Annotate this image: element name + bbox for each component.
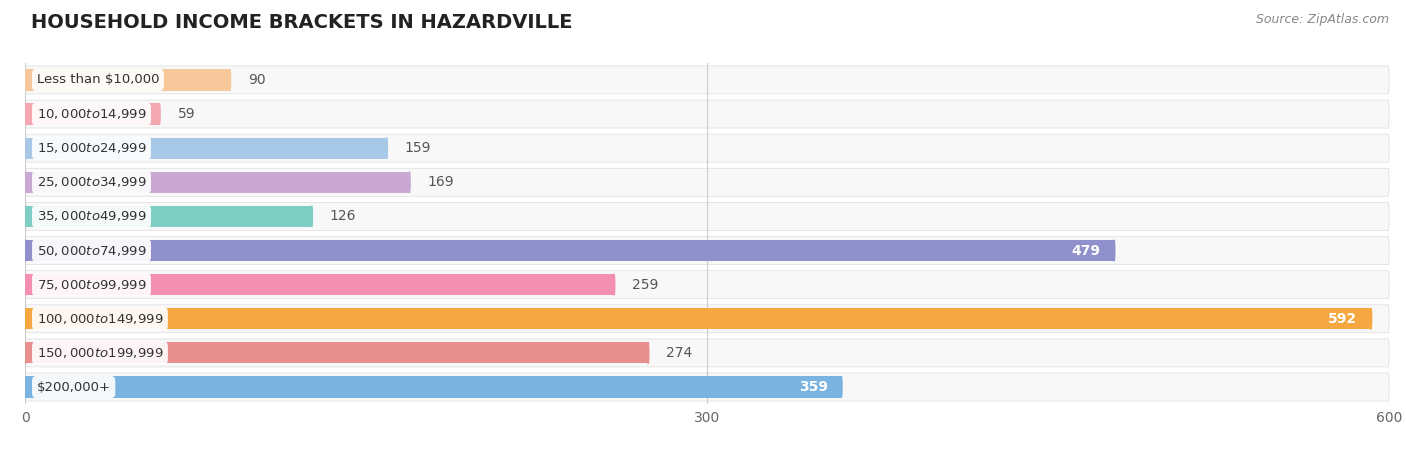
Text: 59: 59 bbox=[177, 107, 195, 121]
Text: 126: 126 bbox=[330, 209, 356, 224]
Bar bbox=[25, 342, 648, 364]
Text: 359: 359 bbox=[799, 380, 828, 394]
FancyBboxPatch shape bbox=[25, 66, 1389, 94]
Text: Source: ZipAtlas.com: Source: ZipAtlas.com bbox=[1256, 13, 1389, 26]
Circle shape bbox=[311, 206, 312, 227]
Bar bbox=[25, 308, 1371, 330]
Circle shape bbox=[24, 172, 27, 193]
Text: 274: 274 bbox=[666, 346, 693, 360]
FancyBboxPatch shape bbox=[25, 100, 1389, 128]
Circle shape bbox=[24, 308, 27, 330]
Bar bbox=[25, 206, 312, 227]
Circle shape bbox=[613, 274, 614, 295]
Bar bbox=[25, 274, 614, 295]
Bar bbox=[25, 376, 841, 398]
Text: Less than $10,000: Less than $10,000 bbox=[37, 74, 159, 86]
Text: $100,000 to $149,999: $100,000 to $149,999 bbox=[37, 312, 163, 326]
Bar bbox=[25, 69, 229, 91]
Text: $15,000 to $24,999: $15,000 to $24,999 bbox=[37, 141, 146, 155]
Text: 259: 259 bbox=[633, 277, 658, 292]
FancyBboxPatch shape bbox=[25, 305, 1389, 333]
Text: $50,000 to $74,999: $50,000 to $74,999 bbox=[37, 243, 146, 258]
FancyBboxPatch shape bbox=[25, 339, 1389, 367]
Text: $35,000 to $49,999: $35,000 to $49,999 bbox=[37, 209, 146, 224]
Circle shape bbox=[24, 137, 27, 159]
FancyBboxPatch shape bbox=[25, 271, 1389, 299]
Text: $75,000 to $99,999: $75,000 to $99,999 bbox=[37, 277, 146, 292]
FancyBboxPatch shape bbox=[25, 373, 1389, 401]
FancyBboxPatch shape bbox=[25, 237, 1389, 264]
Circle shape bbox=[1371, 308, 1372, 330]
Circle shape bbox=[841, 376, 842, 398]
Circle shape bbox=[24, 376, 27, 398]
Text: $10,000 to $14,999: $10,000 to $14,999 bbox=[37, 107, 146, 121]
Circle shape bbox=[24, 342, 27, 364]
Circle shape bbox=[24, 240, 27, 261]
Circle shape bbox=[409, 172, 411, 193]
Text: $150,000 to $199,999: $150,000 to $199,999 bbox=[37, 346, 163, 360]
Circle shape bbox=[24, 206, 27, 227]
FancyBboxPatch shape bbox=[25, 134, 1389, 162]
Bar bbox=[25, 240, 1114, 261]
Circle shape bbox=[24, 103, 27, 125]
Circle shape bbox=[159, 103, 160, 125]
Bar bbox=[25, 172, 409, 193]
Text: 479: 479 bbox=[1071, 243, 1101, 258]
Circle shape bbox=[24, 274, 27, 295]
FancyBboxPatch shape bbox=[25, 168, 1389, 196]
Text: 159: 159 bbox=[405, 141, 432, 155]
Circle shape bbox=[24, 69, 27, 91]
Text: $25,000 to $34,999: $25,000 to $34,999 bbox=[37, 175, 146, 189]
Text: 592: 592 bbox=[1329, 312, 1357, 326]
Circle shape bbox=[647, 342, 648, 364]
Text: 90: 90 bbox=[247, 73, 266, 87]
Text: $200,000+: $200,000+ bbox=[37, 381, 111, 393]
Circle shape bbox=[1114, 240, 1115, 261]
FancyBboxPatch shape bbox=[25, 202, 1389, 230]
Circle shape bbox=[229, 69, 231, 91]
Circle shape bbox=[387, 137, 388, 159]
Bar bbox=[25, 137, 387, 159]
Text: HOUSEHOLD INCOME BRACKETS IN HAZARDVILLE: HOUSEHOLD INCOME BRACKETS IN HAZARDVILLE bbox=[31, 13, 572, 32]
Text: 169: 169 bbox=[427, 175, 454, 189]
Bar bbox=[25, 103, 159, 125]
